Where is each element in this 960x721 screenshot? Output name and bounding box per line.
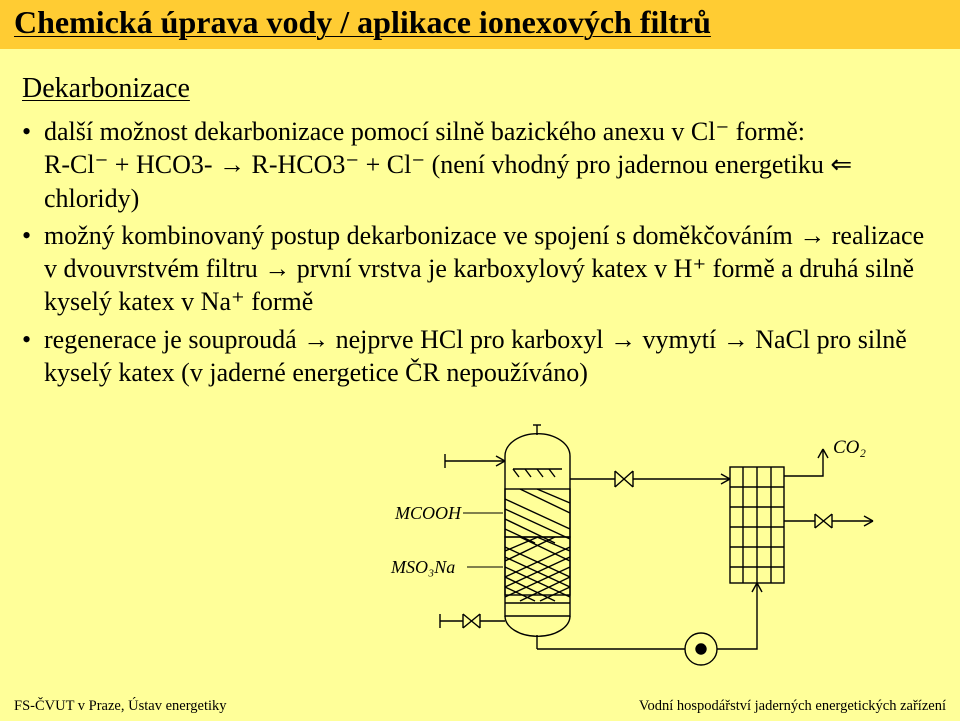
bullet-text: možný kombinovaný postup dekarbonizace v… (44, 221, 924, 317)
bullet-text: R-Cl⁻ + HCO3- → R-HCO3⁻ + Cl⁻ (není vhod… (44, 150, 852, 212)
footer-right: Vodní hospodářství jaderných energetický… (639, 698, 946, 715)
bullet-text: další možnost dekarbonizace pomocí silně… (44, 117, 805, 146)
bullet-item: regenerace je souproudá → nejprve HCl pr… (22, 323, 938, 390)
diagram-label-mso3na: MSO₃Na (390, 557, 455, 577)
process-diagram: CO₂ MCOOH MSO₃N (385, 421, 905, 676)
footer: FS-ČVUT v Praze, Ústav energetiky Vodní … (0, 698, 960, 721)
diagram-svg: CO₂ MCOOH MSO₃N (385, 421, 905, 676)
bullet-item: další možnost dekarbonizace pomocí silně… (22, 115, 938, 215)
bullet-item: možný kombinovaný postup dekarbonizace v… (22, 219, 938, 319)
diagram-label-co2: CO₂ (833, 437, 866, 458)
page-title: Chemická úprava vody / aplikace ionexový… (14, 4, 946, 41)
diagram-label-mcooh: MCOOH (394, 503, 462, 523)
bullet-text: regenerace je souproudá → nejprve HCl pr… (44, 325, 907, 387)
content-area: Dekarbonizace další možnost dekarbonizac… (0, 49, 960, 389)
bullet-list: další možnost dekarbonizace pomocí silně… (22, 115, 938, 389)
section-heading: Dekarbonizace (22, 73, 938, 105)
title-bar: Chemická úprava vody / aplikace ionexový… (0, 0, 960, 49)
footer-left: FS-ČVUT v Praze, Ústav energetiky (14, 698, 227, 715)
